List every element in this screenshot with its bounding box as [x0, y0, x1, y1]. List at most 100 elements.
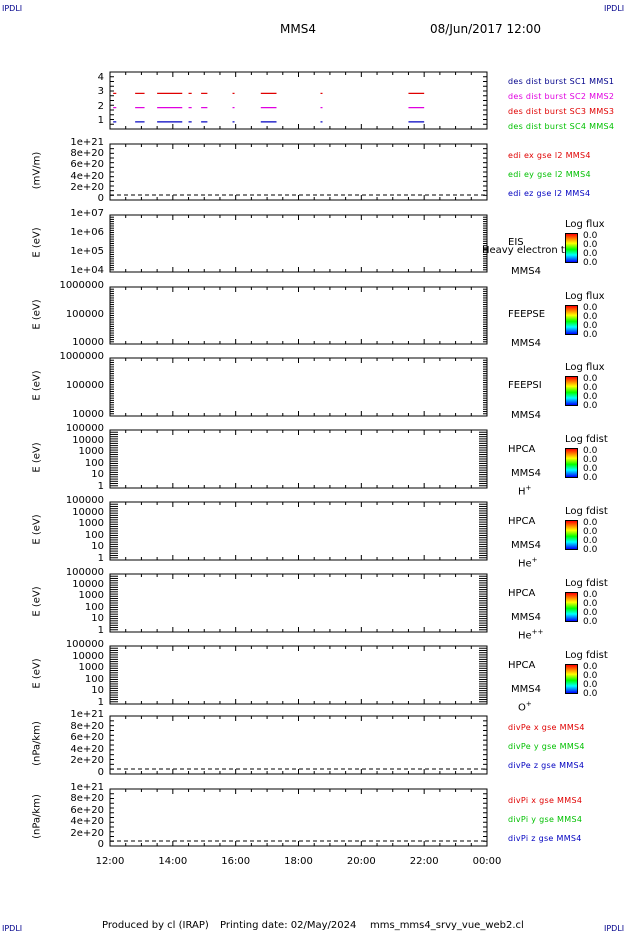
legend-entry: edi ez gse l2 MMS4 — [508, 189, 591, 198]
x-tick-label: 22:00 — [409, 856, 439, 867]
legend-entry: des dist burst SC4 MMS4 — [508, 122, 615, 131]
legend-entry: edi ey gse l2 MMS4 — [508, 170, 591, 179]
colorbar — [565, 448, 578, 478]
y-tick-label: 8e+20 — [70, 793, 104, 805]
spacecraft-label: MMS4 — [511, 468, 541, 479]
colorbar-value: 0.0 — [583, 617, 598, 627]
colorbar-value: 0.0 — [583, 455, 598, 465]
y-tick-label: 100 — [84, 673, 104, 685]
colorbar-value: 0.0 — [583, 312, 598, 322]
colorbar — [565, 664, 578, 694]
panel-frame — [109, 501, 488, 561]
y-tick-label: 100000 — [65, 380, 104, 391]
colorbar-value: 0.0 — [583, 321, 598, 331]
y-axis-label: E (eV) — [31, 586, 43, 617]
y-tick-label: 1e+21 — [70, 137, 104, 148]
y-tick-label: 1000 — [78, 446, 104, 458]
panel-frame — [109, 286, 488, 345]
spacecraft-label: MMS4 — [511, 410, 541, 421]
y-tick-label: 4 — [97, 72, 104, 84]
species-label: H+ — [518, 484, 532, 498]
y-tick-label: 0 — [97, 767, 104, 778]
colorbar — [565, 305, 578, 335]
corner-label-tl: IPDLI — [2, 4, 23, 13]
colorbar-title: Log flux — [565, 362, 605, 373]
x-tick-label: 16:00 — [221, 856, 251, 867]
legend-entry: divPe y gse MMS4 — [508, 742, 585, 751]
instrument-label: EIS — [508, 237, 524, 248]
legend-entry: divPi z gse MMS4 — [508, 834, 582, 843]
y-tick-label: 2e+20 — [70, 181, 104, 193]
footer-printing-date: Printing date: 02/May/2024 — [220, 920, 357, 931]
instrument-label: FEEPSE — [508, 309, 546, 320]
spacecraft-label: MMS4 — [511, 338, 541, 349]
y-tick-label: 1e+05 — [70, 246, 104, 257]
y-tick-label: 8e+20 — [70, 720, 104, 732]
colorbar-value: 0.0 — [583, 608, 598, 618]
y-axis-label: E (eV) — [31, 514, 43, 545]
y-tick-label: 1 — [97, 114, 104, 126]
colorbar-value: 0.0 — [583, 330, 598, 340]
instrument-label: HPCA — [508, 444, 536, 455]
spacecraft-label: MMS4 — [511, 540, 541, 551]
y-tick-label: 100000 — [65, 495, 104, 506]
y-axis-label: E (eV) — [31, 298, 43, 330]
y-tick-label: 4e+20 — [70, 816, 104, 828]
y-tick-label: 1e+04 — [70, 265, 104, 276]
y-tick-label: 2 — [97, 100, 104, 112]
species-label: O+ — [518, 700, 532, 714]
instrument-label: HPCA — [508, 516, 536, 527]
corner-label-br: IPDLI — [604, 924, 625, 933]
corner-label-bl: IPDLI — [2, 924, 23, 933]
legend-entry: des dist burst SC2 MMS2 — [508, 92, 615, 101]
y-tick-label: 1000 — [78, 662, 104, 674]
instrument-label: HPCA — [508, 588, 536, 599]
x-tick-label: 00:00 — [472, 856, 502, 867]
y-tick-label: 10000 — [72, 409, 104, 420]
colorbar-value: 0.0 — [583, 392, 598, 402]
legend-entry: des dist burst SC1 MMS1 — [508, 77, 615, 86]
y-tick-label: 1e+06 — [70, 227, 104, 238]
plot-date: 08/Jun/2017 12:00 — [430, 22, 542, 36]
colorbar-value: 0.0 — [583, 527, 598, 537]
instrument-label: FEEPSI — [508, 380, 542, 391]
y-tick-label: 100000 — [65, 639, 104, 650]
y-tick-label: 1 — [97, 697, 104, 708]
colorbar-value: 0.0 — [583, 249, 598, 259]
x-tick-label: 20:00 — [346, 856, 376, 867]
colorbar-value: 0.0 — [583, 446, 598, 456]
y-tick-label: 100000 — [65, 423, 104, 434]
footer-filename: mms_mms4_srvy_vue_web2.cl — [370, 920, 524, 931]
colorbar-value: 0.0 — [583, 599, 598, 609]
y-tick-label: 4e+20 — [70, 743, 104, 755]
colorbar-value: 0.0 — [583, 473, 598, 483]
y-tick-label: 0 — [97, 193, 104, 204]
plot-title: MMS4 — [280, 22, 316, 36]
colorbar-value: 0.0 — [583, 680, 598, 690]
y-tick-label: 1e+07 — [70, 208, 104, 219]
legend-entry: divPe x gse MMS4 — [508, 723, 585, 732]
y-tick-label: 1e+21 — [70, 782, 104, 793]
overlay-label: Heavy electron tof — [482, 245, 575, 256]
colorbar-value: 0.0 — [583, 303, 598, 313]
colorbar-value: 0.0 — [583, 383, 598, 393]
colorbar-value: 0.0 — [583, 545, 598, 555]
y-axis-label: (mV/m) — [31, 151, 43, 190]
x-tick-label: 12:00 — [95, 856, 125, 867]
y-tick-label: 2e+20 — [70, 755, 104, 767]
y-axis-label: E (eV) — [31, 442, 43, 473]
panel-frame — [109, 429, 488, 489]
footer-produced: Produced by cl (IRAP) — [102, 920, 209, 931]
y-tick-label: 10000 — [72, 650, 104, 662]
y-tick-label: 6e+20 — [70, 159, 104, 171]
y-tick-label: 100000 — [65, 567, 104, 578]
legend-entry: divPi x gse MMS4 — [508, 796, 583, 805]
colorbar — [565, 520, 578, 550]
colorbar-value: 0.0 — [583, 401, 598, 411]
y-tick-label: 10 — [91, 613, 104, 625]
y-tick-label: 8e+20 — [70, 148, 104, 160]
colorbar — [565, 233, 578, 263]
colorbar-value: 0.0 — [583, 536, 598, 546]
colorbar-value: 0.0 — [583, 231, 598, 241]
y-tick-label: 10000 — [72, 578, 104, 590]
